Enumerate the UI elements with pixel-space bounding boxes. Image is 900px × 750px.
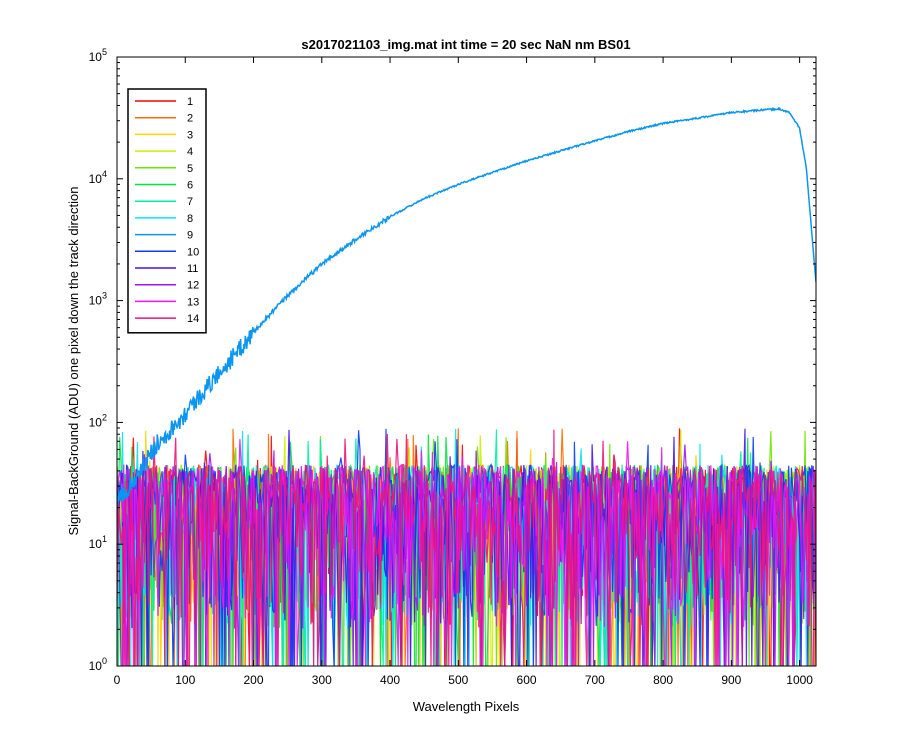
x-tick-label: 0 [114, 673, 121, 687]
x-tick-label: 400 [380, 673, 400, 687]
y-tick-label: 100 [89, 656, 107, 673]
legend-label-2: 2 [187, 113, 193, 125]
legend-label-12: 12 [187, 280, 199, 292]
noise-series-group [117, 428, 816, 666]
legend-label-3: 3 [187, 129, 193, 141]
legend-label-13: 13 [187, 296, 199, 308]
series-line-14 [117, 429, 816, 666]
y-tick-label: 104 [89, 169, 107, 186]
legend-label-14: 14 [187, 313, 199, 325]
y-axis-label: Signal-BackGround (ADU) one pixel down t… [66, 186, 81, 535]
legend-box [127, 88, 207, 334]
legend-label-9: 9 [187, 230, 193, 242]
x-tick-label: 900 [721, 673, 741, 687]
x-axis: 0 100 200 300 400 500 600 700 800 900 1000 [114, 57, 813, 687]
x-tick-label: 700 [585, 673, 605, 687]
x-tick-label: 100 [175, 673, 195, 687]
legend-label-1: 1 [187, 96, 193, 108]
legend-label-5: 5 [187, 163, 193, 175]
signal-series-group [117, 106, 816, 502]
x-tick-label: 600 [517, 673, 537, 687]
y-tick-label: 102 [89, 412, 107, 429]
x-axis-label: Wavelength Pixels [413, 699, 520, 714]
legend-label-7: 7 [187, 196, 193, 208]
x-tick-label: 300 [312, 673, 332, 687]
chart-title: s2017021103_img.mat int time = 20 sec Na… [301, 37, 630, 52]
y-tick-label: 105 [89, 47, 107, 64]
x-tick-label: 200 [244, 673, 264, 687]
x-tick-label: 500 [448, 673, 468, 687]
y-tick-label: 101 [89, 534, 107, 551]
x-tick-label: 1000 [786, 673, 813, 687]
y-tick-label: 103 [89, 291, 107, 308]
legend-label-4: 4 [187, 146, 193, 158]
legend-label-6: 6 [187, 180, 193, 192]
series-line-6 [117, 434, 816, 666]
series-line-13 [117, 439, 816, 666]
series-line-9 [117, 106, 816, 502]
x-tick-label: 800 [653, 673, 673, 687]
legend-label-11: 11 [187, 263, 198, 275]
plot-frame [116, 56, 817, 667]
legend-label-8: 8 [187, 213, 193, 225]
legend-label-10: 10 [187, 246, 199, 258]
